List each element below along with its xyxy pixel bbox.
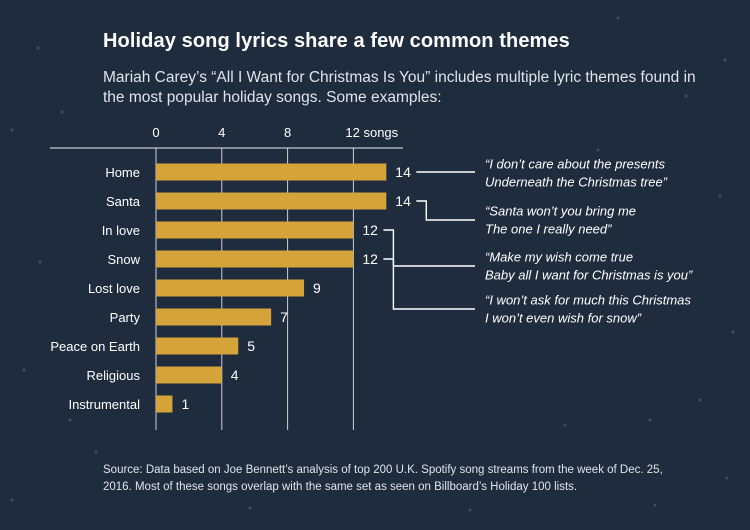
chart-title: Holiday song lyrics share a few common t… <box>103 30 570 52</box>
annotation-text: “Santa won’t you bring me <box>485 203 636 218</box>
bar <box>156 163 387 181</box>
category-label: In love <box>102 223 140 238</box>
source-note: Source: Data based on Joe Bennett’s anal… <box>103 464 663 493</box>
snow-dot <box>10 498 14 502</box>
category-label: Snow <box>107 252 140 267</box>
annotation-text: “I don’t care about the presents <box>485 156 665 171</box>
value-label: 4 <box>231 367 239 383</box>
bar <box>156 366 222 384</box>
bar <box>156 279 305 297</box>
category-label: Party <box>110 310 141 325</box>
snow-dot <box>248 506 252 510</box>
snow-dot <box>718 194 722 198</box>
value-label: 1 <box>181 396 189 412</box>
category-label: Instrumental <box>68 397 140 412</box>
x-tick-label: 8 <box>284 125 291 140</box>
value-label: 14 <box>395 164 411 180</box>
bar <box>156 395 173 413</box>
snow-dot <box>725 476 729 480</box>
snow-dot <box>653 503 657 507</box>
snow-dot <box>616 16 620 20</box>
category-label: Peace on Earth <box>50 339 140 354</box>
snow-dot <box>698 398 702 402</box>
snow-dot <box>468 508 472 512</box>
value-label: 12 <box>362 222 378 238</box>
annotation-connector <box>416 200 475 221</box>
annotation-text: “Make my wish come true <box>485 249 633 264</box>
snow-dot <box>10 128 14 132</box>
bar <box>156 308 272 326</box>
category-label: Lost love <box>88 281 140 296</box>
category-label: Home <box>105 165 140 180</box>
bar <box>156 192 387 210</box>
value-label: 12 <box>362 251 378 267</box>
annotation-text: The one I really need” <box>485 221 612 236</box>
snow-dot <box>563 423 567 427</box>
snow-dot <box>68 418 72 422</box>
snow-dot <box>596 148 600 152</box>
chart-subtitle: Mariah Carey’s “All I Want for Christmas… <box>103 69 696 106</box>
annotation-text: I won’t even wish for snow” <box>485 310 642 325</box>
value-label: 7 <box>280 309 288 325</box>
annotation-text: Baby all I want for Christmas is you” <box>485 267 693 282</box>
value-label: 14 <box>395 193 411 209</box>
snow-dot <box>94 450 98 454</box>
value-label: 9 <box>313 280 321 296</box>
snow-dot <box>60 110 64 114</box>
snow-dot <box>731 330 735 334</box>
category-label: Religious <box>87 368 141 383</box>
snow-dot <box>684 94 688 98</box>
snow-dot <box>36 46 40 50</box>
annotation-connector <box>383 229 475 267</box>
bar <box>156 221 354 239</box>
snow-dot <box>648 418 652 422</box>
snow-dot <box>22 368 26 372</box>
x-tick-label: 12 songs <box>345 125 398 140</box>
x-tick-label: 0 <box>152 125 159 140</box>
category-label: Santa <box>106 194 141 209</box>
annotation-connector <box>383 258 475 310</box>
annotation-text: Underneath the Christmas tree” <box>485 174 668 189</box>
annotation-text: “I won’t ask for much this Christmas <box>485 292 691 307</box>
bar <box>156 337 239 355</box>
snow-dot <box>38 260 42 264</box>
snow-dot <box>723 58 727 62</box>
x-tick-label: 4 <box>218 125 225 140</box>
bar <box>156 250 354 268</box>
value-label: 5 <box>247 338 255 354</box>
